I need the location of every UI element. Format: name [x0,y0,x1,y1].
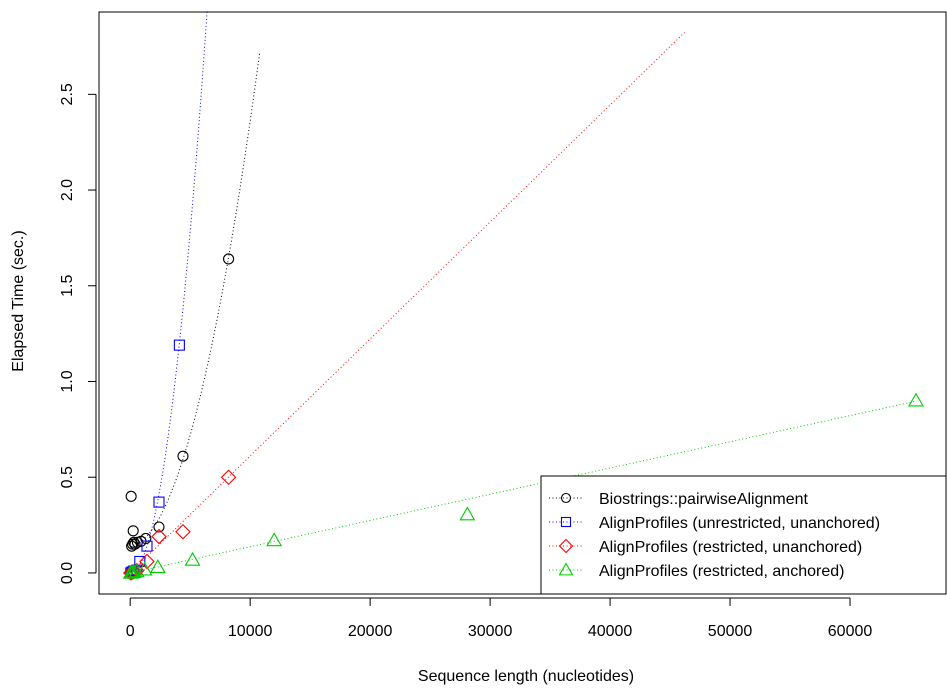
x-tick-label: 0 [126,623,135,640]
legend-marker [560,516,572,528]
x-tick-label: 40000 [588,623,633,640]
data-point [223,253,235,265]
legend-item: Biostrings::pairwiseAlignment [549,491,809,508]
y-tick-label: 2.0 [59,179,76,201]
data-point [125,490,137,502]
series-2 [125,12,208,579]
data-point [175,524,191,540]
x-tick-label: 10000 [228,623,273,640]
fit-line [130,52,261,548]
legend-item: AlignProfiles (unrestricted, unanchored) [549,515,880,532]
data-point [141,540,153,552]
fit-line [130,12,208,574]
legend-marker [558,562,574,576]
data-point [125,564,142,578]
data-point [149,559,166,573]
data-point [129,538,141,550]
legend: Biostrings::pairwiseAlignmentAlignProfil… [540,475,947,595]
legend-item: AlignProfiles (restricted, anchored) [549,562,844,580]
y-tick-label: 0.0 [59,562,76,584]
data-point [128,536,140,548]
x-tick-label: 60000 [828,623,873,640]
legend-label: Biostrings::pairwiseAlignment [599,491,809,508]
legend-label: AlignProfiles (unrestricted, unanchored) [599,515,880,532]
data-point [266,532,283,547]
legend-marker [560,492,572,504]
y-tick-label: 1.0 [59,370,76,392]
data-point [908,392,924,407]
data-point [173,339,185,351]
x-axis-title: Sequence length (nucleotides) [418,668,634,685]
y-tick-label: 2.5 [59,83,76,105]
series-4 [122,392,924,579]
data-point [153,521,165,533]
plot-area [122,12,924,581]
legend-box [540,475,947,595]
series-1 [124,52,261,579]
legend-item: AlignProfiles (restricted, unanchored) [549,538,862,556]
data-point [151,528,167,545]
y-axis-title: Elapsed Time (sec.) [10,230,27,371]
data-point [136,561,153,576]
plot-frame [98,11,947,595]
legend-label: AlignProfiles (restricted, anchored) [599,563,844,580]
y-tick-label: 1.5 [59,275,76,297]
data-point [177,450,189,462]
data-point [140,532,152,545]
data-point [220,469,237,485]
data-point [127,525,139,537]
data-point [139,553,155,570]
axes: 0 10000 20000 30000 40000 50000 60000 0.0 0.5 1.0… [59,11,947,640]
x-tick-label: 30000 [468,623,513,640]
x-tick-label: 20000 [348,623,393,640]
data-point [184,551,201,566]
x-tick-label: 50000 [708,623,753,640]
legend-label: AlignProfiles (restricted, unanchored) [599,539,862,556]
y-tick-label: 0.5 [59,466,76,488]
data-point [459,506,476,521]
data-point [153,496,165,508]
legend-marker [558,538,574,554]
